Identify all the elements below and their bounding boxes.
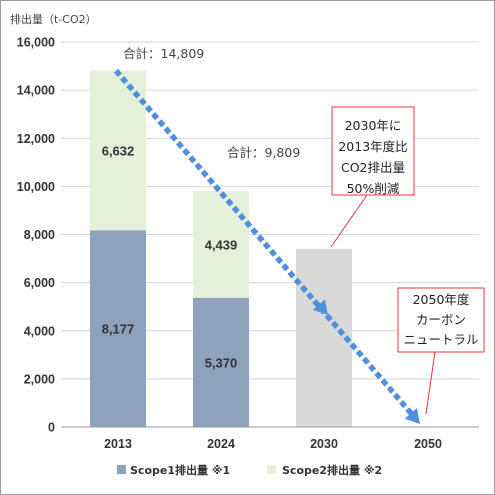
callout-text: カーボン <box>416 312 466 327</box>
callout-text: 50%削減 <box>347 181 400 196</box>
target-bar <box>296 248 352 427</box>
legend-layer: Scope1排出量 ※1 Scope2排出量 ※2 <box>117 463 382 477</box>
legend-label: Scope1排出量 ※1 <box>130 463 230 477</box>
callout-pointer <box>330 194 368 248</box>
x-tick-label: 2050 <box>414 437 442 451</box>
label-layer: 8,177 6,632 5,370 4,439 合計：14,809 合計：9,809 <box>102 46 301 370</box>
data-label: 5,370 <box>205 355 238 370</box>
y-tick-label: 14,000 <box>17 84 55 98</box>
data-label: 8,177 <box>102 322 135 337</box>
y-tick-label: 12,000 <box>17 132 55 146</box>
callout-text: 2013年度比 <box>338 139 407 154</box>
bar-segment <box>193 297 249 427</box>
callout-pointer <box>425 351 436 415</box>
bar-layer <box>90 70 352 427</box>
y-tick-label: 10,000 <box>17 180 55 194</box>
callout-text: CO2排出量 <box>341 160 405 175</box>
x-tick-label: 2013 <box>104 437 132 451</box>
x-tick-label: 2030 <box>310 437 338 451</box>
y-tick-label: 8,000 <box>24 228 55 242</box>
callout-text: ニュートラル <box>403 332 478 347</box>
callout-box <box>331 106 415 196</box>
total-label: 合計：9,809 <box>227 145 300 160</box>
total-label: 合計：14,809 <box>123 46 204 61</box>
y-tick-label: 2,000 <box>24 372 55 386</box>
unit-label: 排出量（t-CO2） <box>10 12 97 26</box>
legend-label: Scope2排出量 ※2 <box>282 463 382 477</box>
x-tick-label: 2024 <box>207 437 235 451</box>
callout-box <box>397 287 485 353</box>
y-tick-label: 16,000 <box>17 36 55 50</box>
bar-segment <box>193 190 249 298</box>
trend-arrowhead-2030 <box>312 299 328 316</box>
bar-segment <box>90 230 146 427</box>
trend-arrow-line <box>113 68 419 421</box>
data-label: 6,632 <box>102 143 135 158</box>
legend-swatch <box>267 465 276 474</box>
y-tick-label: 6,000 <box>24 276 55 290</box>
data-label: 4,439 <box>205 237 238 252</box>
legend-swatch <box>117 465 126 474</box>
arrow-layer <box>113 68 420 424</box>
y-tick-label: 0 <box>48 421 55 435</box>
axis-layer: 0 2,000 4,000 6,000 8,000 10,000 12,000 14,000 1… <box>17 36 479 451</box>
trend-arrowhead-2050 <box>404 408 420 424</box>
callout-text: 2030年に <box>345 118 402 133</box>
y-tick-label: 4,000 <box>24 324 55 338</box>
callout-text: 2050年度 <box>413 292 470 307</box>
